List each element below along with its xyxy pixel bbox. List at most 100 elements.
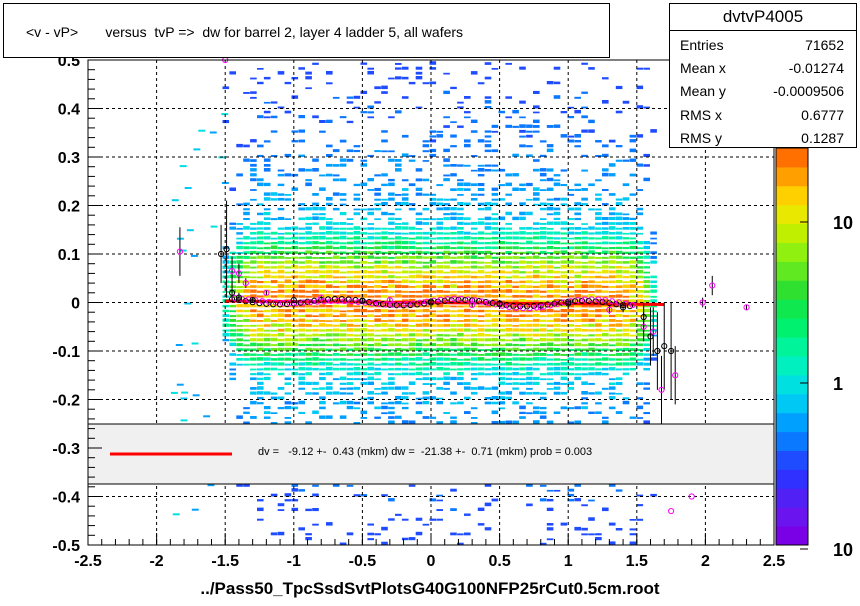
y-tick-label: 0.2 <box>58 199 80 216</box>
heatmap-cell <box>443 213 450 216</box>
heatmap-cell <box>305 367 312 371</box>
heatmap-cell <box>457 164 464 167</box>
heatmap-cell <box>270 295 278 298</box>
heatmap-cell <box>512 285 519 288</box>
heatmap-cell <box>608 378 616 381</box>
heatmap-cell <box>581 241 588 245</box>
heatmap-cell <box>602 367 609 371</box>
heatmap-cell <box>533 236 540 240</box>
heatmap-cell <box>346 328 354 332</box>
heatmap-cell <box>408 392 416 395</box>
heatmap-cell <box>519 405 526 410</box>
heatmap-cell <box>346 358 354 361</box>
heatmap-cell <box>526 344 533 347</box>
heatmap-cell <box>588 499 595 502</box>
heatmap-cell <box>629 310 637 313</box>
heatmap-cell <box>243 92 250 94</box>
heatmap-cell <box>477 256 485 259</box>
heatmap-cell <box>257 305 264 308</box>
heatmap-cell <box>270 354 278 356</box>
heatmap-cell <box>436 314 443 317</box>
heatmap-cell <box>277 509 285 511</box>
heatmap-cell <box>415 342 423 347</box>
heatmap-cell <box>512 231 519 235</box>
heatmap-cell <box>505 343 512 347</box>
heatmap-cell <box>491 401 499 405</box>
title-box: <v - vP> versus tvP => dw for barrel 2, … <box>3 3 610 58</box>
heatmap-cell <box>602 387 609 390</box>
heatmap-cell <box>464 396 471 400</box>
heatmap-cell <box>470 323 478 327</box>
heatmap-cell <box>622 213 630 216</box>
heatmap-cell <box>477 324 485 327</box>
heatmap-cell <box>381 251 388 254</box>
heatmap-cell <box>553 66 561 70</box>
heatmap-cell <box>588 284 595 288</box>
heatmap-cell <box>574 420 581 424</box>
heatmap-cell <box>526 367 533 371</box>
heatmap-cell <box>326 250 333 254</box>
heatmap-cell <box>222 86 230 90</box>
heatmap-cell <box>277 183 285 187</box>
heatmap-cell <box>401 406 409 410</box>
profile-point-magenta <box>307 299 314 306</box>
heatmap-cell <box>388 349 395 351</box>
heatmap-cell <box>553 366 561 371</box>
heatmap-cell <box>546 362 554 366</box>
profile-point-magenta <box>279 299 286 307</box>
heatmap-cell <box>505 182 512 187</box>
heatmap-cell <box>567 313 575 317</box>
heatmap-cell <box>367 223 374 225</box>
heatmap-cell <box>353 308 361 313</box>
heatmap-cell <box>595 314 602 318</box>
heatmap-cell <box>312 269 319 274</box>
heatmap-cell <box>581 251 588 254</box>
heatmap-cell <box>408 319 416 322</box>
heatmap-cell <box>615 231 623 235</box>
heatmap-cell <box>422 140 430 143</box>
heatmap-cell <box>567 362 575 366</box>
heatmap-cell <box>643 261 650 264</box>
heatmap-cell <box>415 250 423 254</box>
heatmap-cell <box>498 241 506 245</box>
heatmap-cell <box>298 232 305 235</box>
heatmap-cell <box>643 368 650 371</box>
heatmap-cell <box>464 328 471 332</box>
heatmap-cell <box>415 247 423 250</box>
heatmap-cell <box>595 411 602 414</box>
heatmap-cell <box>560 329 568 332</box>
heatmap-cell <box>263 309 271 313</box>
heatmap-cell <box>505 222 512 225</box>
heatmap-cell <box>574 294 581 298</box>
heatmap-cell <box>470 347 478 351</box>
heatmap-cell <box>643 314 650 317</box>
heatmap-cell <box>470 363 478 366</box>
profile-point-magenta <box>709 282 716 289</box>
heatmap-cell <box>263 406 271 410</box>
heatmap-cell <box>491 328 499 332</box>
heatmap-cell <box>581 169 588 172</box>
heatmap-cell <box>222 329 230 332</box>
heatmap-cell <box>553 81 561 85</box>
heatmap-cell <box>388 279 395 284</box>
heatmap-cell <box>263 227 271 230</box>
heatmap-cell <box>270 280 278 284</box>
heatmap-cell <box>346 363 354 366</box>
heatmap-cell <box>339 362 347 366</box>
heatmap-cell <box>470 407 478 410</box>
heatmap-cell <box>574 367 581 371</box>
heatmap-cell <box>367 178 374 182</box>
heatmap-cell <box>236 328 243 332</box>
heatmap-cell <box>263 208 271 211</box>
heatmap-cell <box>650 289 657 293</box>
palette-swatch <box>776 299 808 319</box>
heatmap-cell <box>581 391 588 395</box>
heatmap-cell <box>560 309 568 313</box>
heatmap-cell <box>191 342 199 345</box>
heatmap-cell <box>250 246 257 250</box>
heatmap-cell <box>422 231 430 235</box>
heatmap-cell <box>622 227 630 230</box>
profile-point-magenta <box>389 301 396 308</box>
heatmap-cell <box>498 310 506 313</box>
heatmap-cell <box>457 362 464 366</box>
